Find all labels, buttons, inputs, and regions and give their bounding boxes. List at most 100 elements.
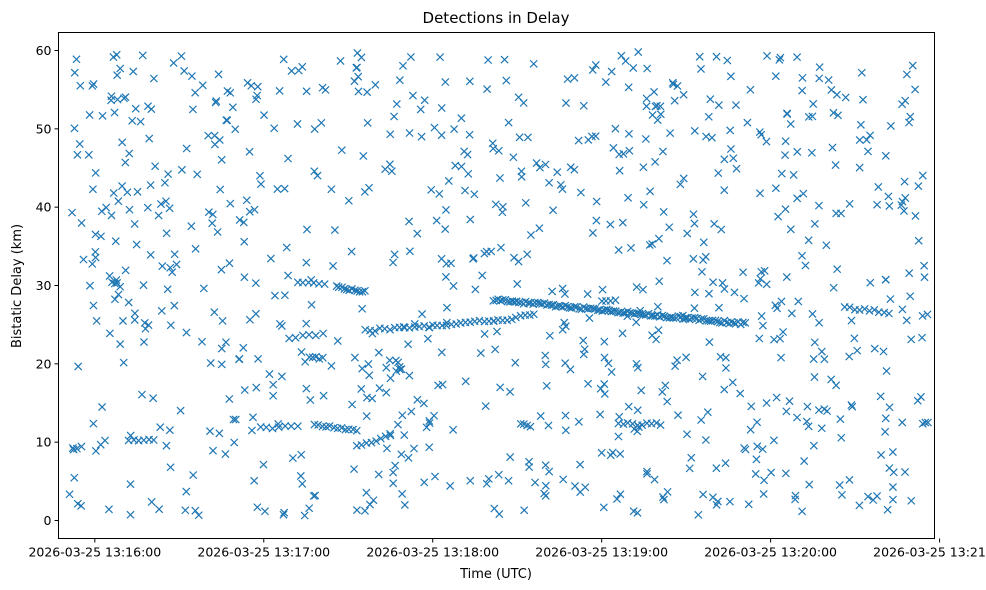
detection-point [476,349,485,358]
detection-point [491,345,500,354]
detection-point [815,74,824,83]
detection-point [701,252,710,261]
detection-point [193,170,202,179]
detection-point [641,134,650,144]
detection-point [514,298,524,307]
detection-point [471,285,480,294]
detection-point [85,110,94,119]
detection-point [302,258,311,267]
detection-point [656,102,665,111]
detection-point [226,199,235,208]
detection-point [561,359,570,368]
detection-point [794,297,803,306]
detection-point [155,505,164,514]
detection-point [287,66,296,75]
detection-point [841,93,850,102]
detection-point [231,125,240,134]
detection-point [234,355,244,364]
detection-point [787,309,796,318]
detection-point [862,135,871,144]
detection-point [230,438,239,447]
detection-point [350,77,359,86]
detection-point [600,337,609,346]
detection-point [553,168,562,177]
detection-point [623,418,632,427]
detection-point [164,170,173,179]
detection-point [670,96,679,105]
detection-point [205,427,215,436]
detection-point [648,331,657,340]
detection-point [696,64,705,73]
detection-point [170,250,179,259]
detection-point [213,227,222,236]
detection-point [181,506,190,515]
detection-point [191,244,200,253]
detection-point [614,432,623,441]
detection-point [683,229,692,238]
detection-point [465,77,474,86]
detection-point [616,490,625,499]
detection-point [755,334,764,343]
detection-point [107,211,116,220]
detection-point [126,480,135,489]
detection-point [704,112,713,121]
detection-point [923,310,932,319]
detection-point [558,185,567,194]
detection-point [535,224,544,233]
detection-point [921,418,930,427]
detection-point [65,490,74,499]
detection-point [437,348,446,357]
detection-point [648,240,657,249]
detection-point [494,146,503,155]
detection-point [624,129,633,138]
detection-point [504,118,513,127]
detection-point [626,243,636,252]
detection-point [566,163,575,172]
detection-point [413,395,422,404]
detection-point [535,163,544,172]
detection-point [382,363,391,372]
detection-point [625,146,634,155]
detection-point [395,365,404,374]
detection-point [918,333,927,342]
detection-point [327,361,336,370]
detection-point [793,194,802,203]
detection-point [898,197,907,206]
detection-point [512,297,521,306]
detection-point [591,61,600,70]
detection-point [649,87,659,96]
detection-point [188,105,197,114]
x-axis-label: Time (UTC) [459,567,532,582]
detection-point [906,292,915,301]
detection-point [392,100,401,109]
x-tick-label: 2026-03-25 13:20:00 [704,545,837,560]
detection-point [275,319,284,328]
detection-point [698,372,707,381]
detection-point [253,82,262,91]
detection-point [523,133,532,142]
detection-point [679,315,688,324]
detection-point [791,491,800,500]
detection-point [541,160,550,169]
detection-point [170,301,179,310]
detection-point [746,425,755,434]
detection-point [385,356,394,365]
detection-point [358,364,367,373]
detection-point [793,53,802,62]
detection-point [156,423,165,432]
detection-point [217,344,226,353]
detection-point [762,398,771,408]
detection-point [461,186,470,195]
detection-point [451,161,460,170]
detection-point [340,284,349,293]
detection-point [703,408,712,417]
detection-point [420,478,429,487]
detection-point [481,402,490,411]
detection-point [588,65,597,74]
detection-point [437,131,446,140]
detection-point [707,133,716,142]
detection-point [70,473,79,482]
detection-point [460,147,469,156]
detection-point [436,53,445,62]
detection-point [113,71,122,80]
